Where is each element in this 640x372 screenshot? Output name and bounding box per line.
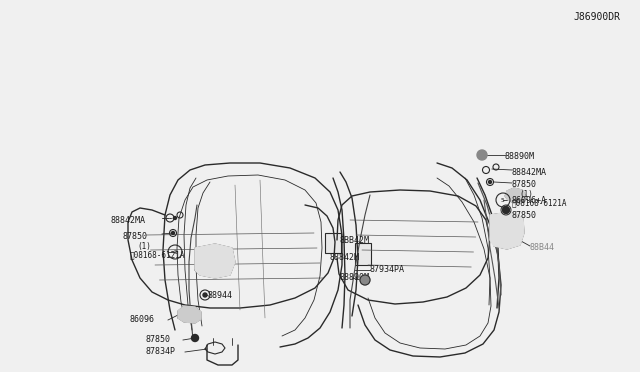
Text: 86096: 86096 — [130, 315, 155, 324]
Circle shape — [488, 180, 492, 183]
Text: 86096+A: 86096+A — [512, 196, 547, 205]
Circle shape — [173, 217, 177, 219]
Circle shape — [502, 206, 509, 214]
Text: 88842MA: 88842MA — [110, 215, 145, 224]
Text: 88890M: 88890M — [505, 151, 535, 160]
Polygon shape — [490, 212, 524, 249]
Text: 倉08168-6121A: 倉08168-6121A — [512, 199, 568, 208]
Polygon shape — [178, 306, 201, 323]
Text: (1): (1) — [137, 241, 151, 250]
Polygon shape — [195, 244, 235, 278]
Text: (1): (1) — [519, 189, 533, 199]
Text: 5: 5 — [501, 198, 505, 202]
Text: 5: 5 — [173, 250, 177, 254]
Text: 88B44: 88B44 — [530, 244, 555, 253]
Text: 87850: 87850 — [512, 211, 537, 219]
Text: 87850: 87850 — [145, 336, 170, 344]
Bar — [325, 233, 341, 253]
Text: 87850: 87850 — [512, 180, 537, 189]
Text: J86900DR: J86900DR — [573, 12, 620, 22]
Text: 88842M: 88842M — [330, 253, 360, 263]
Text: 倉08168-6121A: 倉08168-6121A — [130, 250, 186, 260]
Text: 88944: 88944 — [207, 291, 232, 299]
Circle shape — [203, 293, 207, 297]
Bar — [355, 243, 371, 265]
Text: 87934PA: 87934PA — [370, 266, 405, 275]
Text: 8BB42M: 8BB42M — [340, 235, 370, 244]
Circle shape — [191, 334, 198, 341]
Circle shape — [360, 275, 370, 285]
Text: 88842MA: 88842MA — [512, 167, 547, 176]
Circle shape — [477, 150, 487, 160]
Text: 87850: 87850 — [122, 231, 147, 241]
Text: 88890M: 88890M — [340, 273, 370, 282]
Text: 87834P: 87834P — [145, 347, 175, 356]
Polygon shape — [505, 188, 526, 204]
Circle shape — [172, 231, 175, 234]
